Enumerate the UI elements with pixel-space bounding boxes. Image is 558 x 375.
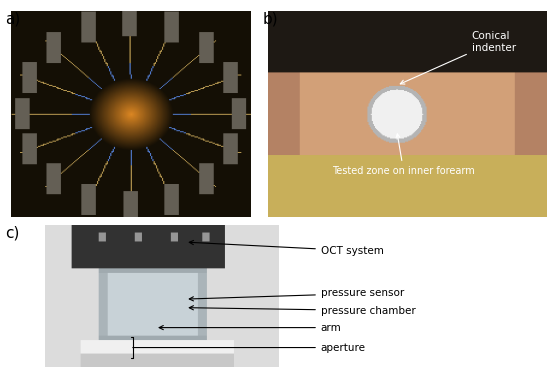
Text: aperture: aperture [131, 337, 366, 358]
Text: OCT system: OCT system [189, 240, 384, 256]
Text: pressure chamber: pressure chamber [189, 306, 416, 315]
Text: c): c) [6, 225, 20, 240]
Text: Conical
indenter: Conical indenter [400, 32, 516, 84]
Text: b): b) [262, 11, 278, 26]
Text: Tested zone on inner forearm: Tested zone on inner forearm [332, 134, 475, 176]
Text: a): a) [6, 11, 21, 26]
Text: arm: arm [159, 322, 341, 333]
Text: pressure sensor: pressure sensor [189, 288, 404, 301]
